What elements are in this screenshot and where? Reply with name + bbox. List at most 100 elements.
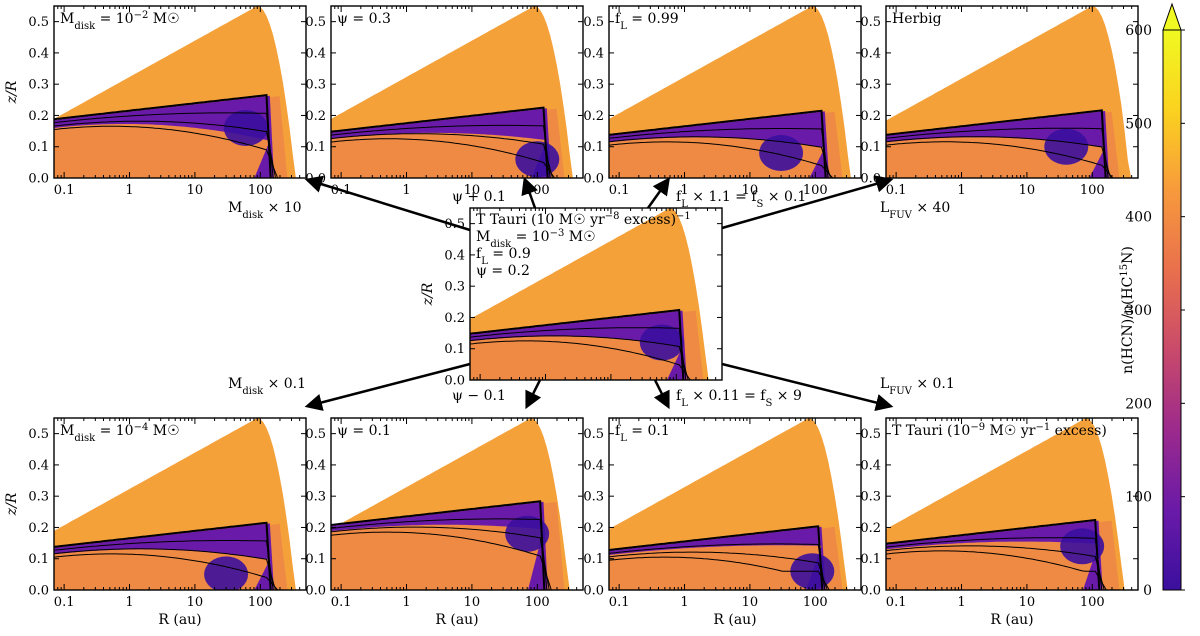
panel-label: T Tauri (10−9 M☉ yr−1 excess) — [892, 422, 1107, 440]
x-tick-label: 1 — [402, 183, 410, 198]
arrow-lfuv-up: LFUV × 40 — [721, 175, 950, 230]
x-axis-label: R (au) — [990, 612, 1033, 628]
x-tick-label: 10 — [464, 595, 481, 610]
x-tick-label: 10 — [187, 595, 204, 610]
panel-herbig: 0.0 0.1 0.2 0.3 0.4 0.5 0.1 1 10 100 Herbig — [860, 5, 1139, 198]
y-tick-label: 0.2 — [860, 521, 881, 536]
contour-line — [54, 93, 272, 178]
contour-line — [54, 112, 274, 178]
x-tick-label: 10 — [742, 595, 759, 610]
y-tick-label: 0.5 — [583, 15, 604, 30]
contour-line — [331, 518, 548, 590]
panels-layer: 0.0 0.1 0.2 0.3 0.4 0.5 0.1 1 10 100 z/R Mdisk = 10… — [4, 5, 1139, 628]
panel-label: Herbig — [892, 11, 942, 27]
panel-psi-low: 0.0 0.1 0.2 0.3 0.4 0.5 0.1 1 10 100 R (au) ψ = 0.1 — [305, 417, 584, 628]
colorbar-tick-label: 0 — [1143, 583, 1152, 599]
panel-fl-low: 0.0 0.1 0.2 0.3 0.4 0.5 0.1 1 10 100 R (au) fL = 0.… — [583, 417, 862, 628]
y-tick-label: 0.3 — [305, 78, 326, 93]
x-axis-label: R (au) — [158, 612, 201, 628]
arrow-psi-down: ψ − 0.1 — [452, 379, 542, 410]
depletion-core — [505, 515, 550, 552]
arrow-line — [721, 175, 894, 230]
y-tick-label: 0.2 — [583, 521, 604, 536]
panel-center: 0.0 0.1 0.2 0.3 0.4 0.5 z/R T Tauri (10 M☉ yr−8… — [420, 207, 723, 389]
colorbar-tick-label: 200 — [1125, 396, 1152, 412]
x-tick-label: 1 — [125, 183, 133, 198]
depleted-layer — [54, 95, 274, 178]
contour-line — [886, 537, 1103, 590]
arrow-lfuv-down: LFUV × 0.1 — [721, 362, 955, 412]
x-tick-label: 100 — [803, 183, 828, 198]
contour-line — [54, 521, 272, 590]
panel-mdisk-low: 0.0 0.1 0.2 0.3 0.4 0.5 0.1 1 10 100 z/R R (au) Mdis… — [4, 417, 307, 628]
x-tick-label: 0.1 — [886, 595, 907, 610]
contour-line — [886, 518, 1101, 590]
colorbar-extend-arrow — [1162, 2, 1182, 31]
contour-line — [331, 138, 556, 178]
x-tick-label: 1 — [402, 595, 410, 610]
y-tick-label: 0.3 — [860, 490, 881, 505]
depleted-layer — [886, 111, 1109, 178]
arrow-mdisk-up: Mdisk × 10 — [228, 175, 471, 232]
panel-label: ψ = 0.2 — [476, 263, 530, 279]
panel-label: ψ = 0.1 — [337, 423, 391, 439]
arrows-layer: Mdisk × 10 ψ + 0.1 fL × 1.1 = fS × 0.1 LFUV… — [228, 175, 955, 412]
y-tick-label: 0.4 — [305, 46, 326, 61]
y-tick-label: 0.5 — [860, 427, 881, 442]
contour-line — [54, 120, 277, 178]
depleted-layer — [609, 111, 829, 178]
arrow-line — [304, 175, 471, 232]
panel-label: fL = 0.9 — [476, 246, 531, 267]
y-tick-label: 0.0 — [305, 172, 326, 187]
y-tick-label: 0.5 — [444, 217, 465, 232]
arrow-mdisk-down: Mdisk × 0.1 — [228, 362, 471, 411]
y-tick-label: 0.1 — [583, 552, 604, 567]
contour-line — [54, 553, 279, 590]
contour-line — [331, 526, 550, 590]
depletion-core — [515, 141, 560, 178]
contour-line — [886, 127, 1109, 178]
contour-line — [54, 540, 274, 590]
y-tick-label: 0.4 — [583, 46, 604, 61]
colorbar-tick-label: 100 — [1125, 490, 1152, 506]
y-tick-label: 0.1 — [583, 140, 604, 155]
y-tick-label: 0.0 — [28, 584, 49, 599]
y-tick-label: 0.3 — [583, 78, 604, 93]
x-tick-label: 0.1 — [54, 595, 75, 610]
x-tick-label: 1 — [957, 595, 965, 610]
y-tick-label: 0.2 — [444, 311, 465, 326]
y-tick-label: 0.0 — [860, 172, 881, 187]
y-tick-label: 0.5 — [583, 427, 604, 442]
panel-label: ψ = 0.3 — [337, 11, 391, 27]
contour-line — [886, 141, 1114, 178]
y-tick-label: 0.0 — [860, 584, 881, 599]
contour-line — [886, 136, 1112, 178]
contour-line — [331, 124, 551, 178]
x-tick-label: 10 — [187, 183, 204, 198]
arrow-line — [721, 362, 894, 412]
contour-line — [609, 136, 832, 178]
y-tick-label: 0.5 — [28, 15, 49, 30]
contour-line — [331, 531, 552, 590]
y-tick-label: 0.1 — [305, 552, 326, 567]
contour-line — [886, 545, 1105, 590]
y-tick-label: 0.3 — [28, 78, 49, 93]
y-tick-label: 0.3 — [28, 490, 49, 505]
contour-line — [609, 141, 834, 178]
y-tick-label: 0.5 — [860, 15, 881, 30]
x-tick-label: 0.1 — [331, 183, 352, 198]
x-tick-label: 100 — [525, 595, 550, 610]
arrow-line — [525, 379, 542, 410]
y-tick-label: 0.3 — [583, 490, 604, 505]
arrow-label: Mdisk × 10 — [228, 200, 302, 221]
contour-line — [609, 525, 824, 590]
arrow-line — [646, 177, 671, 209]
y-tick-label: 0.0 — [583, 584, 604, 599]
contour-line — [470, 335, 689, 380]
colorbar-label: n(HCN)/n(HC15N) — [1119, 246, 1137, 374]
colorbar-tick-label: 600 — [1125, 23, 1152, 39]
contour-line — [609, 543, 826, 590]
x-tick-label: 1 — [957, 183, 965, 198]
contour-line — [886, 109, 1107, 178]
